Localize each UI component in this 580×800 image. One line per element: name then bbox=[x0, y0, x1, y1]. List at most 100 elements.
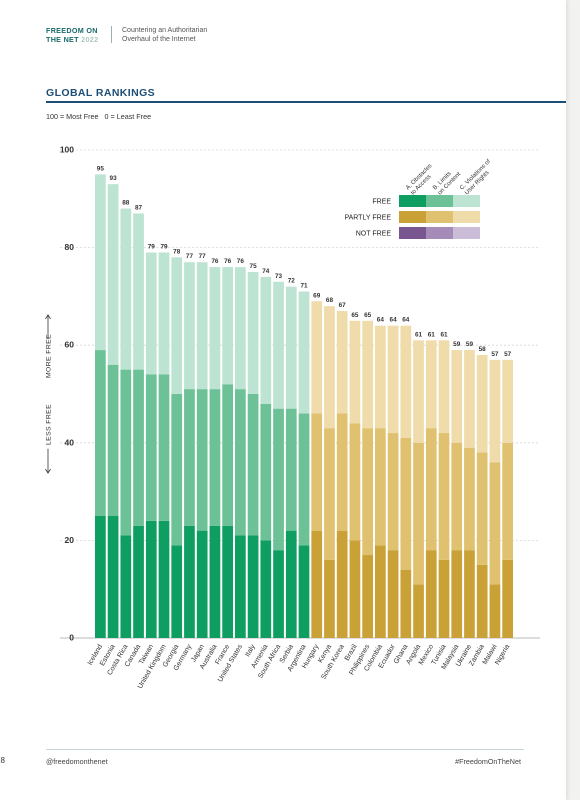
bar-segment-a bbox=[324, 559, 335, 638]
bar-value-label: 67 bbox=[339, 302, 347, 309]
header-divider bbox=[111, 26, 112, 43]
y-tick-label: 0 bbox=[69, 633, 74, 643]
bar-segment-a bbox=[133, 525, 144, 638]
bar-segment-a bbox=[120, 535, 132, 638]
subtitle-line2: Overhaul of the Internet bbox=[122, 36, 196, 43]
bar-segment-b bbox=[247, 394, 259, 536]
bar-segment-b bbox=[107, 364, 119, 516]
bar-value-label: 79 bbox=[148, 243, 156, 250]
bar-segment-c bbox=[425, 340, 437, 429]
bar-segment-c bbox=[196, 262, 208, 390]
bar-segment-a bbox=[502, 559, 513, 638]
bar-segment-c bbox=[324, 306, 335, 429]
bar-segment-b bbox=[235, 389, 246, 536]
logo-year: 2022 bbox=[81, 34, 99, 44]
footer-hashtag: #FreedomOnTheNet bbox=[455, 757, 521, 766]
bar-segment-a bbox=[235, 535, 246, 638]
bar-segment-b bbox=[260, 403, 272, 541]
bar-segment-a bbox=[425, 550, 437, 638]
bar-segment-b bbox=[209, 389, 221, 526]
bar-segment-b bbox=[184, 389, 195, 526]
bar-value-label: 65 bbox=[351, 312, 359, 319]
bar-value-label: 72 bbox=[288, 278, 296, 285]
section-title: GLOBAL RANKINGS bbox=[46, 87, 156, 99]
legend-swatch bbox=[399, 195, 426, 207]
bar-segment-c bbox=[273, 281, 284, 409]
bar-segment-b bbox=[451, 442, 463, 551]
legend-swatch bbox=[453, 211, 480, 223]
bar-segment-b bbox=[489, 462, 501, 585]
bar-segment-b bbox=[476, 452, 488, 565]
bar-value-label: 59 bbox=[453, 341, 461, 348]
legend-swatch bbox=[426, 211, 453, 223]
legend-column-header: C. Violations ofUser Rights bbox=[459, 158, 497, 196]
bar-segment-a bbox=[196, 530, 208, 638]
bar-segment-b bbox=[95, 350, 106, 516]
bar-segment-a bbox=[247, 535, 259, 638]
subtitle-line1: Countering an Authoritarian bbox=[122, 27, 208, 34]
arrow-down-icon bbox=[45, 468, 51, 474]
arrow-up-icon bbox=[45, 314, 51, 320]
bar-segment-b bbox=[273, 408, 284, 551]
bar-segment-b bbox=[145, 374, 157, 521]
bar-value-label: 87 bbox=[135, 204, 143, 211]
bar-value-label: 61 bbox=[428, 331, 436, 338]
legend-swatch bbox=[399, 227, 426, 239]
bar-value-label: 95 bbox=[97, 165, 105, 172]
legend-swatch bbox=[453, 195, 480, 207]
bar-segment-a bbox=[273, 550, 284, 638]
bar-segment-c bbox=[298, 291, 310, 414]
bar-value-label: 68 bbox=[326, 297, 334, 304]
legend-row-label: FREE bbox=[372, 199, 391, 206]
bar-segment-c bbox=[222, 267, 233, 385]
bar-segment-c bbox=[107, 184, 119, 365]
bar-segment-c bbox=[502, 359, 513, 443]
bar-value-label: 88 bbox=[122, 200, 130, 207]
bar-segment-b bbox=[438, 433, 450, 560]
y-axis-label-less-free: LESS FREE bbox=[46, 404, 53, 445]
bar-segment-b bbox=[222, 384, 233, 526]
section-rule bbox=[46, 101, 566, 103]
bar-segment-a bbox=[375, 545, 386, 638]
y-tick-label: 60 bbox=[65, 340, 75, 350]
logo-line2: THE NET bbox=[46, 34, 79, 44]
bar-segment-c bbox=[171, 257, 183, 394]
bar-value-label: 71 bbox=[300, 283, 308, 290]
bar-segment-b bbox=[349, 423, 361, 541]
bar-value-label: 58 bbox=[479, 346, 487, 353]
legend-row-label: NOT FREE bbox=[356, 231, 392, 238]
bar-value-label: 64 bbox=[377, 317, 385, 324]
footer-handle: @freedomonthenet bbox=[46, 757, 108, 766]
y-tick-label: 80 bbox=[65, 242, 75, 252]
bar-value-label: 76 bbox=[224, 258, 232, 265]
bar-segment-c bbox=[336, 311, 348, 414]
bar-segment-a bbox=[464, 550, 475, 638]
bar-value-label: 77 bbox=[199, 253, 207, 260]
bar-segment-c bbox=[451, 350, 463, 443]
legend-column-header: B. Limitson Content bbox=[432, 166, 462, 196]
bar-segment-a bbox=[336, 530, 348, 638]
bar-value-label: 64 bbox=[390, 317, 398, 324]
bar-segment-c bbox=[311, 301, 323, 414]
bar-segment-c bbox=[120, 208, 132, 370]
bar-value-label: 57 bbox=[491, 351, 499, 358]
bar-segment-b bbox=[298, 413, 310, 546]
bar-value-label: 74 bbox=[262, 268, 270, 275]
legend-column-header: A. Obstaclesto Access bbox=[405, 163, 438, 196]
bar-segment-b bbox=[336, 413, 348, 531]
report-page: FREEDOM ON THE NET 2022 Countering an Au… bbox=[0, 0, 566, 800]
bar-segment-b bbox=[311, 413, 323, 531]
bar-segment-c bbox=[95, 174, 106, 351]
bar-segment-a bbox=[158, 520, 170, 638]
bar-segment-c bbox=[375, 325, 386, 429]
bar-segment-b bbox=[196, 389, 208, 531]
logo-line1: FREEDOM ON bbox=[46, 26, 98, 35]
legend-row-label: PARTLY FREE bbox=[344, 215, 391, 222]
bar-segment-c bbox=[400, 325, 412, 438]
bar-segment-b bbox=[171, 394, 183, 546]
bar-segment-a bbox=[184, 525, 195, 638]
bar-segment-b bbox=[362, 428, 373, 556]
bar-segment-a bbox=[413, 584, 424, 638]
bar-segment-c bbox=[145, 252, 157, 375]
